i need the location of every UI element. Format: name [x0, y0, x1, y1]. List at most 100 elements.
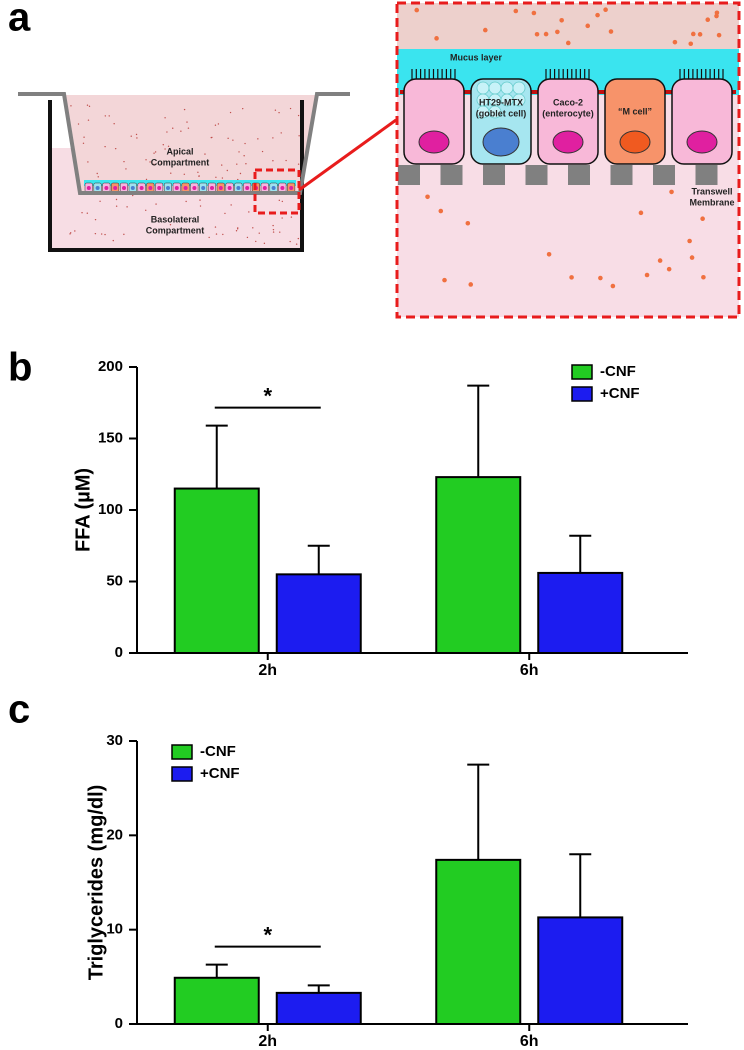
mini-nucleus	[262, 186, 267, 190]
particle	[297, 114, 300, 117]
particle	[644, 272, 650, 278]
label: HT29-MTX	[479, 97, 523, 107]
mini-nucleus	[130, 186, 135, 190]
x-tick-label: 2h	[258, 662, 277, 679]
particle	[689, 255, 695, 260]
mini-nucleus	[95, 186, 100, 190]
particle	[100, 233, 103, 235]
zoom-box	[395, 1, 741, 319]
mucin-granule	[500, 81, 514, 95]
mini-nucleus	[183, 186, 188, 190]
label: Compartment	[151, 157, 210, 167]
particle	[598, 275, 603, 281]
zoom-line	[298, 118, 397, 192]
label: Membrane	[689, 197, 734, 207]
particle	[167, 145, 170, 147]
error-bar	[569, 534, 592, 573]
membrane-pore	[483, 165, 505, 185]
nucleus	[619, 130, 651, 154]
particle	[295, 243, 298, 245]
particle	[688, 41, 694, 47]
particle	[279, 231, 281, 233]
bar	[173, 487, 260, 654]
particle	[125, 168, 127, 170]
transwell-diagram: Apical Compartment Basolateral Compartme…	[18, 1, 741, 319]
mini-nucleus	[227, 186, 232, 190]
particle	[278, 111, 280, 114]
membrane-pore	[568, 165, 590, 185]
particle	[252, 227, 254, 229]
nucleus	[686, 130, 718, 154]
cells	[398, 69, 733, 185]
error-bar	[467, 384, 490, 478]
particle	[86, 104, 89, 106]
mini-nucleus	[104, 186, 109, 190]
particle	[603, 7, 608, 13]
particle	[237, 178, 239, 181]
particle	[483, 27, 488, 33]
particle	[297, 163, 300, 165]
particle	[434, 36, 439, 41]
bar	[435, 858, 522, 1025]
panel-label: c	[8, 688, 30, 732]
particle	[290, 216, 293, 218]
particle	[543, 31, 549, 37]
particle	[145, 159, 147, 161]
particle	[82, 142, 85, 144]
particle	[115, 198, 118, 201]
membrane-pore	[440, 165, 463, 185]
particle	[272, 224, 274, 227]
particle	[289, 240, 291, 243]
particle	[246, 236, 249, 239]
particle	[569, 275, 574, 280]
error-bar	[307, 544, 330, 575]
bar-chart: 0 50 100 150 200 FFA (µM) 2h 6h * -CNF +CNF	[72, 358, 688, 679]
particle	[687, 238, 692, 244]
mucin-granule	[512, 93, 526, 107]
particle	[198, 175, 200, 177]
error-bar	[205, 963, 228, 978]
x-tick-label: 2h	[258, 1033, 277, 1050]
y-tick-label: 10	[106, 921, 123, 938]
particle	[214, 226, 217, 228]
legend-label: +CNF	[600, 385, 640, 402]
particle	[217, 123, 220, 125]
particle	[700, 216, 705, 222]
mini-nucleus	[192, 186, 197, 190]
particle	[716, 32, 722, 38]
particle	[227, 137, 229, 140]
particle	[99, 200, 101, 203]
mini-nucleus	[166, 186, 170, 190]
particle	[86, 212, 89, 214]
significance-label: *	[263, 383, 272, 408]
particle	[230, 204, 232, 206]
particle	[135, 133, 138, 136]
particle	[104, 115, 107, 117]
axes	[136, 367, 688, 654]
particle	[123, 160, 125, 163]
particle	[245, 163, 247, 165]
mini-nucleus	[148, 186, 153, 190]
mini-nucleus	[236, 186, 241, 190]
particle	[414, 7, 420, 13]
particle	[183, 108, 186, 111]
particle	[297, 237, 300, 240]
particle	[199, 199, 201, 201]
particle	[281, 217, 283, 219]
particle	[70, 105, 72, 107]
cell-row	[84, 182, 296, 193]
mucin-granule	[488, 81, 502, 95]
particle	[285, 159, 287, 162]
particle	[154, 151, 157, 153]
particle	[280, 132, 282, 134]
particle	[77, 123, 80, 125]
particle	[204, 153, 206, 155]
particle	[222, 233, 224, 236]
label: Caco-2	[553, 97, 583, 107]
mini-nucleus	[245, 186, 250, 190]
mucin-granule	[512, 81, 526, 95]
particle	[272, 228, 275, 231]
particle	[425, 194, 430, 200]
particle	[263, 242, 266, 245]
